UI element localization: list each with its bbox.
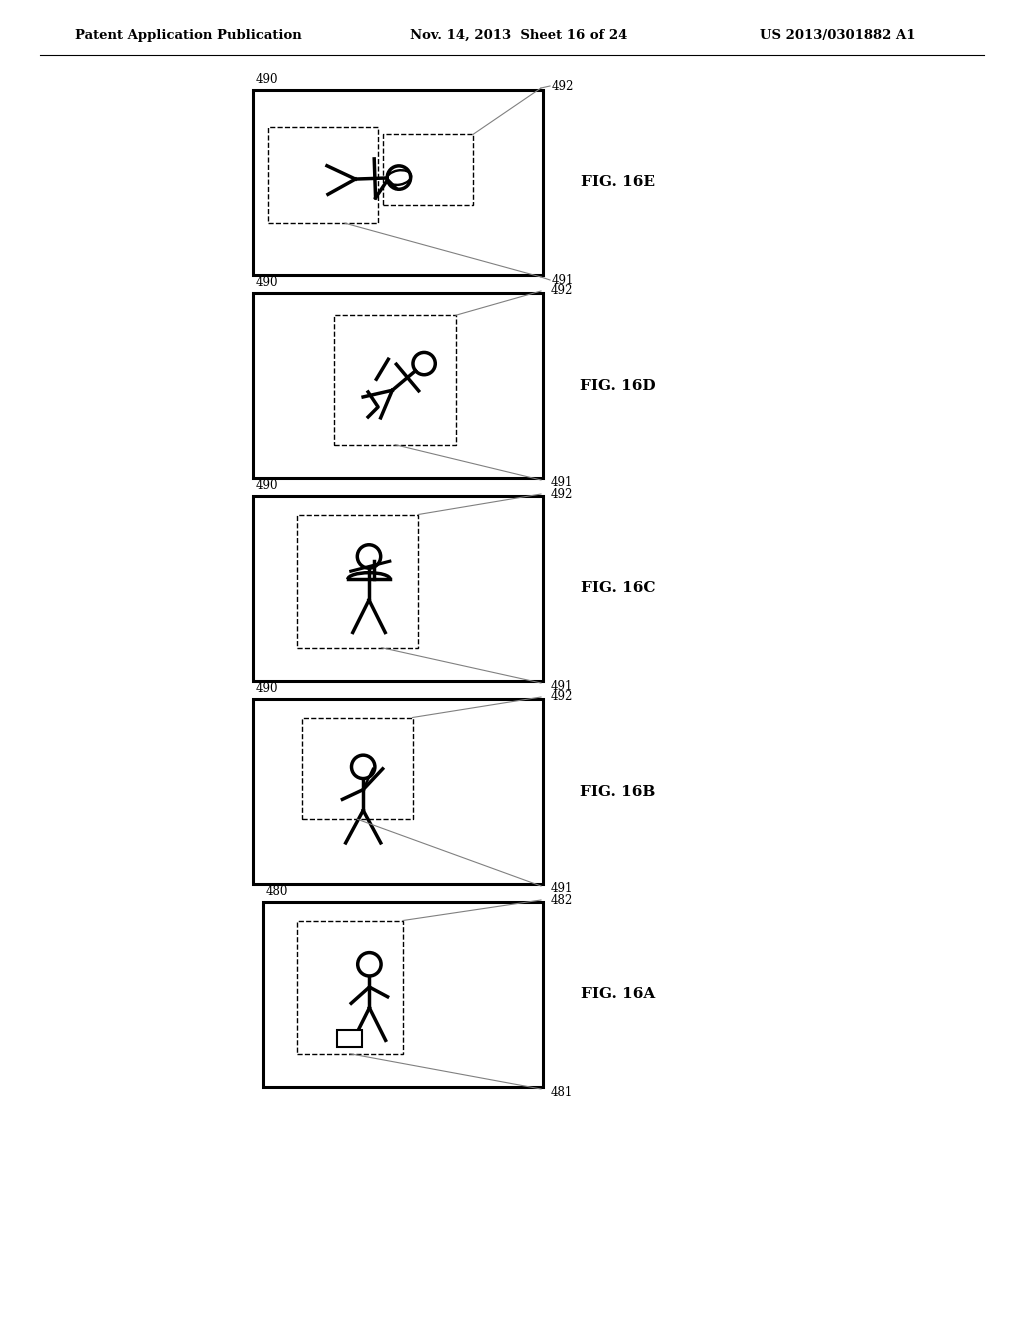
Text: Patent Application Publication: Patent Application Publication <box>75 29 302 41</box>
Text: FIG. 16A: FIG. 16A <box>581 987 655 1002</box>
Text: 491: 491 <box>552 273 574 286</box>
Text: 492: 492 <box>551 487 573 500</box>
Bar <box>383 135 473 205</box>
Bar <box>253 700 543 884</box>
Text: FIG. 16E: FIG. 16E <box>581 176 655 190</box>
Text: Nov. 14, 2013  Sheet 16 of 24: Nov. 14, 2013 Sheet 16 of 24 <box>410 29 628 41</box>
Text: FIG. 16B: FIG. 16B <box>581 784 655 799</box>
Text: 490: 490 <box>256 682 279 696</box>
Text: 492: 492 <box>551 690 573 704</box>
Bar <box>334 315 456 445</box>
Text: 492: 492 <box>551 285 573 297</box>
Text: 491: 491 <box>551 883 573 895</box>
Bar <box>297 920 403 1053</box>
Text: 490: 490 <box>256 73 279 86</box>
Text: 491: 491 <box>551 680 573 693</box>
Text: 480: 480 <box>266 884 289 898</box>
Bar <box>268 127 378 223</box>
Text: FIG. 16D: FIG. 16D <box>581 379 655 392</box>
Bar <box>263 902 543 1086</box>
Text: 481: 481 <box>551 1085 573 1098</box>
Text: 491: 491 <box>551 477 573 490</box>
Text: 490: 490 <box>256 479 279 492</box>
Bar <box>297 515 418 648</box>
Bar <box>337 1030 361 1047</box>
Text: 490: 490 <box>256 276 279 289</box>
Text: 482: 482 <box>551 894 573 907</box>
Text: 492: 492 <box>552 79 574 92</box>
Bar <box>253 496 543 681</box>
Bar <box>302 718 413 820</box>
Text: US 2013/0301882 A1: US 2013/0301882 A1 <box>760 29 915 41</box>
Bar <box>253 293 543 478</box>
Text: FIG. 16C: FIG. 16C <box>581 582 655 595</box>
Bar <box>253 90 543 275</box>
